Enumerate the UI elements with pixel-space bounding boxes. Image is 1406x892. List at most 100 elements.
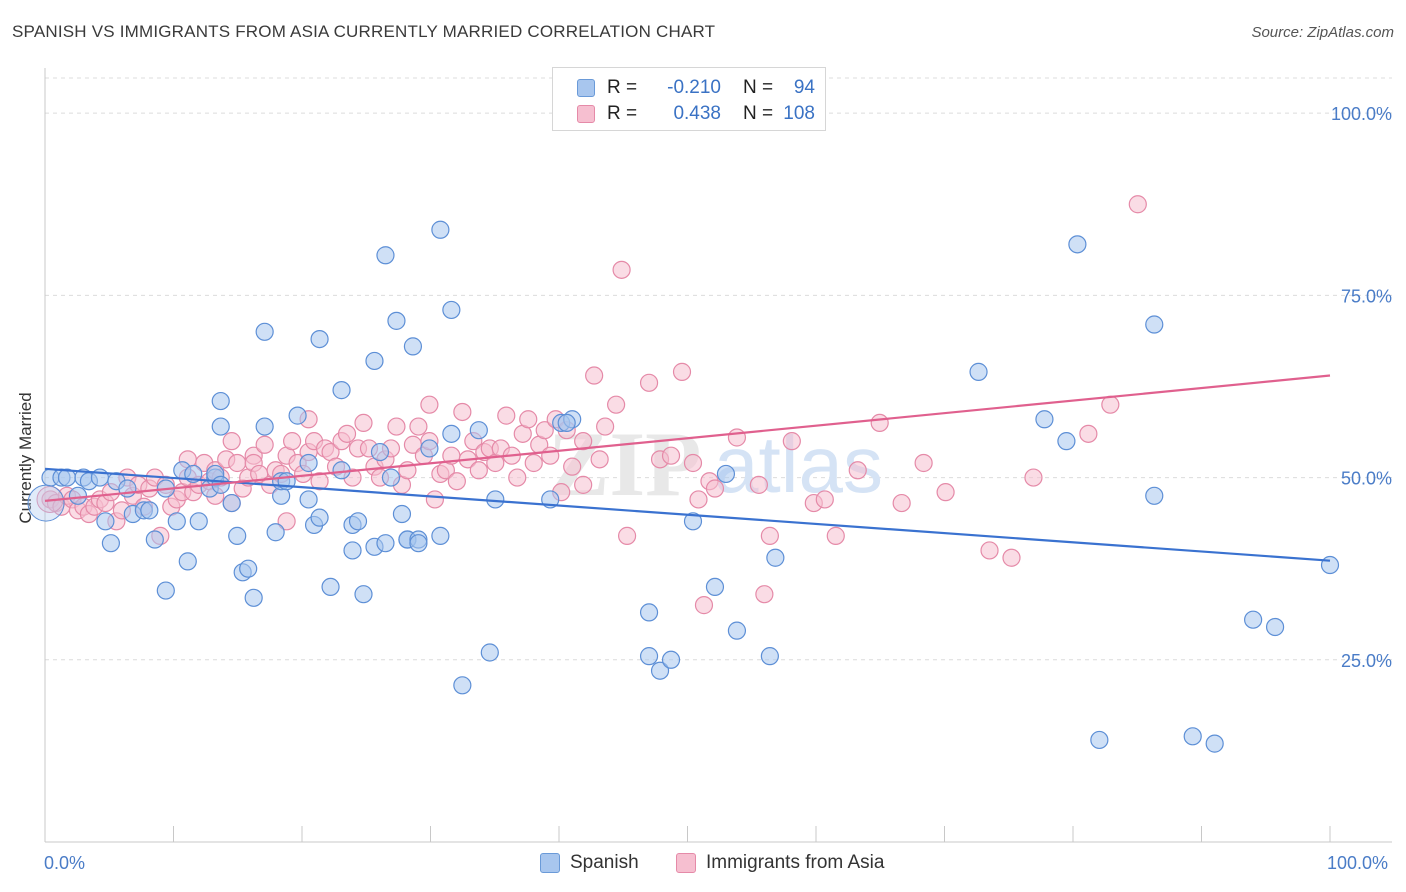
asia-point (453, 402, 472, 422)
asia-point (639, 373, 659, 392)
spanish-point (1320, 555, 1340, 575)
r-label: R = (607, 77, 638, 98)
spanish-point (365, 351, 384, 371)
spanish-point (409, 534, 428, 553)
spanish-point (661, 650, 681, 669)
spanish-point (370, 442, 390, 462)
spanish-point (639, 603, 659, 622)
asia-point (782, 432, 801, 451)
spanish-point (1035, 410, 1054, 429)
asia-point (683, 453, 703, 473)
spanish-point (211, 417, 230, 436)
spanish-point (1068, 235, 1087, 254)
asia-point (1128, 195, 1147, 214)
asia-point (228, 453, 247, 473)
r-value: 0.438 (673, 103, 721, 124)
spanish-point (1090, 730, 1109, 750)
legend-item-asia[interactable]: Immigrants from Asia (676, 852, 884, 874)
spanish-point (650, 661, 670, 680)
asia-point (574, 432, 593, 451)
spanish-point (244, 588, 263, 607)
spanish-point (1145, 315, 1164, 334)
asia-point (749, 475, 768, 494)
spanish-point (228, 526, 247, 545)
r-value: -0.210 (667, 77, 721, 98)
chart-source: Source: ZipAtlas.com (1251, 24, 1394, 41)
asia-trend-line (44, 374, 1331, 502)
spanish-point (1145, 486, 1164, 505)
spanish-legend-swatch-icon (540, 853, 560, 873)
asia-point (574, 475, 593, 494)
asia-point (596, 417, 615, 436)
spanish-point (96, 512, 115, 531)
asia-point (672, 362, 692, 381)
spanish-point (716, 464, 736, 484)
asia-point (497, 406, 516, 425)
spanish-point (288, 406, 307, 425)
asia-point (1024, 468, 1043, 487)
legend-item-spanish[interactable]: Spanish (540, 852, 639, 874)
spanish-point (167, 512, 186, 531)
x-tick-label-100: 100.0% (1327, 853, 1389, 873)
spanish-point (469, 421, 488, 440)
spanish-point (1244, 610, 1263, 629)
spanish-point (403, 337, 423, 356)
asia-point (612, 260, 631, 279)
spanish-point (431, 526, 450, 545)
spanish-point (348, 512, 368, 531)
n-value: 94 (793, 77, 815, 98)
asia-point (1101, 395, 1120, 414)
spanish-point (299, 453, 318, 473)
spanish-point (321, 577, 340, 597)
asia-point (607, 395, 626, 414)
stats-row-spanish: R = -0.210 N = 94 (577, 76, 815, 100)
asia-point (283, 432, 302, 451)
spanish-point (189, 512, 208, 531)
r-label: R = (607, 103, 638, 124)
spanish-point (156, 581, 175, 600)
spanish-swatch-icon (577, 79, 595, 97)
asia-point (1079, 424, 1098, 443)
asia-point (936, 483, 955, 502)
spanish-point (453, 676, 472, 695)
asia-point (541, 446, 560, 465)
asia-point (727, 428, 747, 447)
spanish-point-large (27, 484, 65, 522)
asia-point (689, 490, 708, 509)
spanish-point (683, 512, 703, 531)
y-tick-labels: 100.0% 75.0% 50.0% 25.0% (1331, 104, 1392, 671)
spanish-point (766, 548, 785, 567)
y-tick-label: 25.0% (1341, 651, 1392, 671)
spanish-point (639, 647, 659, 666)
asia-point (563, 457, 582, 476)
n-label: N = (743, 77, 774, 98)
y-tick-label: 50.0% (1341, 469, 1392, 489)
spanish-point (420, 439, 439, 458)
spanish-point (239, 559, 258, 578)
asia-point (815, 490, 834, 509)
spanish-trend-line (44, 467, 1331, 562)
asia-point (337, 424, 357, 443)
spanish-point (68, 486, 88, 505)
spanish-point (101, 534, 120, 553)
y-tick-label: 75.0% (1341, 286, 1392, 306)
spanish-point (1265, 617, 1285, 637)
n-label: N = (743, 103, 774, 124)
asia-point (222, 432, 241, 451)
asia-point (535, 421, 554, 440)
asia-point (914, 453, 933, 473)
spanish-point (557, 413, 576, 433)
asia-swatch-icon (577, 105, 595, 123)
asia-point (524, 453, 543, 473)
asia-point (277, 512, 296, 531)
spanish-point (376, 246, 395, 265)
spanish-point (760, 647, 779, 666)
spanish-point (969, 362, 988, 381)
spanish-point (727, 621, 747, 640)
legend-label-spanish: Spanish (570, 852, 639, 873)
spanish-point (178, 552, 197, 571)
asia-point (387, 417, 406, 436)
spanish-point (1057, 432, 1076, 451)
spanish-point (705, 577, 725, 597)
